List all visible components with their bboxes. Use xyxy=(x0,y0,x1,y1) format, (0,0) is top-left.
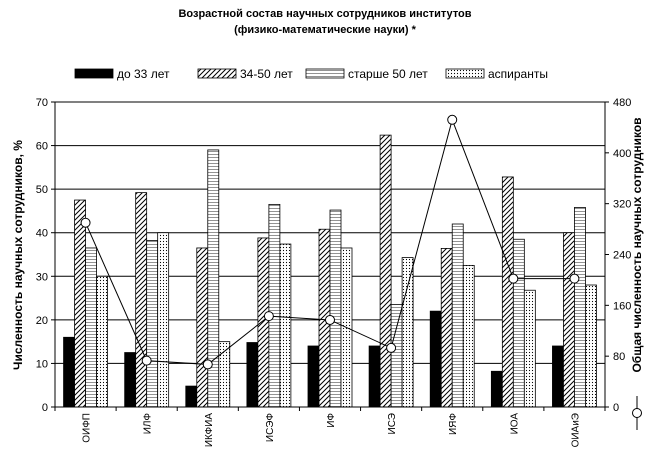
total-line-marker xyxy=(141,355,152,366)
y-axis-title: Численность научных сотрудников, % xyxy=(11,140,25,370)
bar-4-ИЛФ xyxy=(157,232,170,408)
category-label: ИСЭ xyxy=(387,413,398,434)
chart-subtitle: (физико-математические науки) * xyxy=(234,24,417,36)
total-line-marker xyxy=(508,273,519,284)
legend-swatch xyxy=(305,68,345,79)
bar-3-ОИФП xyxy=(85,247,97,408)
bar-3-ИОА xyxy=(512,238,525,408)
category-label: ОИАиЭ xyxy=(570,413,581,447)
category-label: ИСЭФ xyxy=(265,413,276,442)
legend-label: аспиранты xyxy=(488,67,548,81)
bar-2-ИЯФ xyxy=(440,247,453,408)
y2-tick-label: 480 xyxy=(613,97,631,109)
y-tick-label: 20 xyxy=(36,315,48,327)
bar-2-ИКФИА xyxy=(196,247,209,408)
y2-tick-label: 320 xyxy=(613,199,631,211)
legend-label: старше 50 лет xyxy=(348,67,428,81)
bar-1-ОИАиЭ xyxy=(552,345,564,408)
y-tick-label: 0 xyxy=(42,402,48,414)
bar-1-ИСЭ xyxy=(368,345,381,408)
y-tick-label: 70 xyxy=(36,97,48,109)
total-line-marker xyxy=(325,314,335,325)
category-label: ИОА xyxy=(509,413,520,435)
total-line-marker xyxy=(202,359,213,370)
total-line xyxy=(80,114,580,370)
bar-4-ОИФП xyxy=(96,275,108,408)
bar-1-ИЯФ xyxy=(429,310,442,408)
legend-swatch xyxy=(74,68,114,79)
chart-title: Возрастной состав научных сотрудников ин… xyxy=(178,8,471,20)
bar-1-ИФ xyxy=(307,345,320,408)
legend-swatch xyxy=(445,68,485,79)
bar-1-ИКФИА xyxy=(185,385,198,408)
bar-3-ИФ xyxy=(329,209,342,408)
category-label: ИКФИА xyxy=(204,413,215,447)
bar-2-ИЛФ xyxy=(135,192,148,408)
bar-2-ИСЭФ xyxy=(257,237,270,408)
y2-tick-label: 160 xyxy=(613,300,631,312)
y2-legend-marker xyxy=(632,396,642,430)
bar-4-ИСЭФ xyxy=(279,243,292,408)
y-tick-label: 30 xyxy=(36,271,48,283)
y2-tick-label: 80 xyxy=(613,351,625,363)
total-line-marker xyxy=(263,311,274,322)
bar-3-ОИАиЭ xyxy=(574,207,586,408)
y2-tick-label: 240 xyxy=(613,250,631,262)
bar-3-ИСЭ xyxy=(390,304,403,408)
bar-4-ИСЭ xyxy=(401,257,414,408)
bar-3-ИЯФ xyxy=(451,223,464,408)
bar-1-ОИФП xyxy=(63,336,75,408)
bar-4-ИЯФ xyxy=(462,264,475,408)
total-line-marker xyxy=(447,114,458,125)
category-label: ОИФП xyxy=(82,413,93,443)
legend-swatch xyxy=(197,68,237,79)
y2-tick-label: 400 xyxy=(613,148,631,160)
total-line-marker xyxy=(80,217,91,228)
bar-4-ОИАиЭ xyxy=(585,284,597,408)
y2-axis-title: Общая численность научных сотрудников xyxy=(630,117,644,372)
bar-1-ИОА xyxy=(490,370,503,408)
bar-2-ИОА xyxy=(501,176,514,408)
legend-label: 34-50 лет xyxy=(240,67,293,81)
category-label: ИЯФ xyxy=(448,413,459,435)
axes: 0 10 20 30 40 50 60 70 0 80 160 240 320 400 480 ОИФП ИЛФ… xyxy=(36,97,632,447)
legend-label: до 33 лет xyxy=(117,67,170,81)
bar-3-ИЛФ xyxy=(146,240,159,408)
category-label: ИЛФ xyxy=(143,413,154,435)
y-tick-label: 40 xyxy=(36,228,48,240)
y-tick-label: 10 xyxy=(36,358,48,370)
total-line-marker xyxy=(569,273,580,284)
bar-2-ИСЭ xyxy=(379,134,392,408)
legend: до 33 лет 34-50 лет старше 50 лет аспиранты xyxy=(74,67,548,81)
total-line-marker xyxy=(386,342,397,353)
bar-4-ИОА xyxy=(523,289,536,408)
bar-2-ОИАиЭ xyxy=(563,232,575,408)
y-tick-label: 50 xyxy=(36,184,48,196)
bar-1-ИЛФ xyxy=(124,352,137,408)
y-tick-label: 60 xyxy=(36,141,48,153)
bar-2-ОИФП xyxy=(74,199,86,408)
category-label: ИФ xyxy=(326,413,337,428)
bars xyxy=(63,134,597,408)
bar-3-ИСЭФ xyxy=(268,203,281,408)
bar-1-ИСЭФ xyxy=(246,342,259,408)
y2-tick-label: 0 xyxy=(613,402,619,414)
